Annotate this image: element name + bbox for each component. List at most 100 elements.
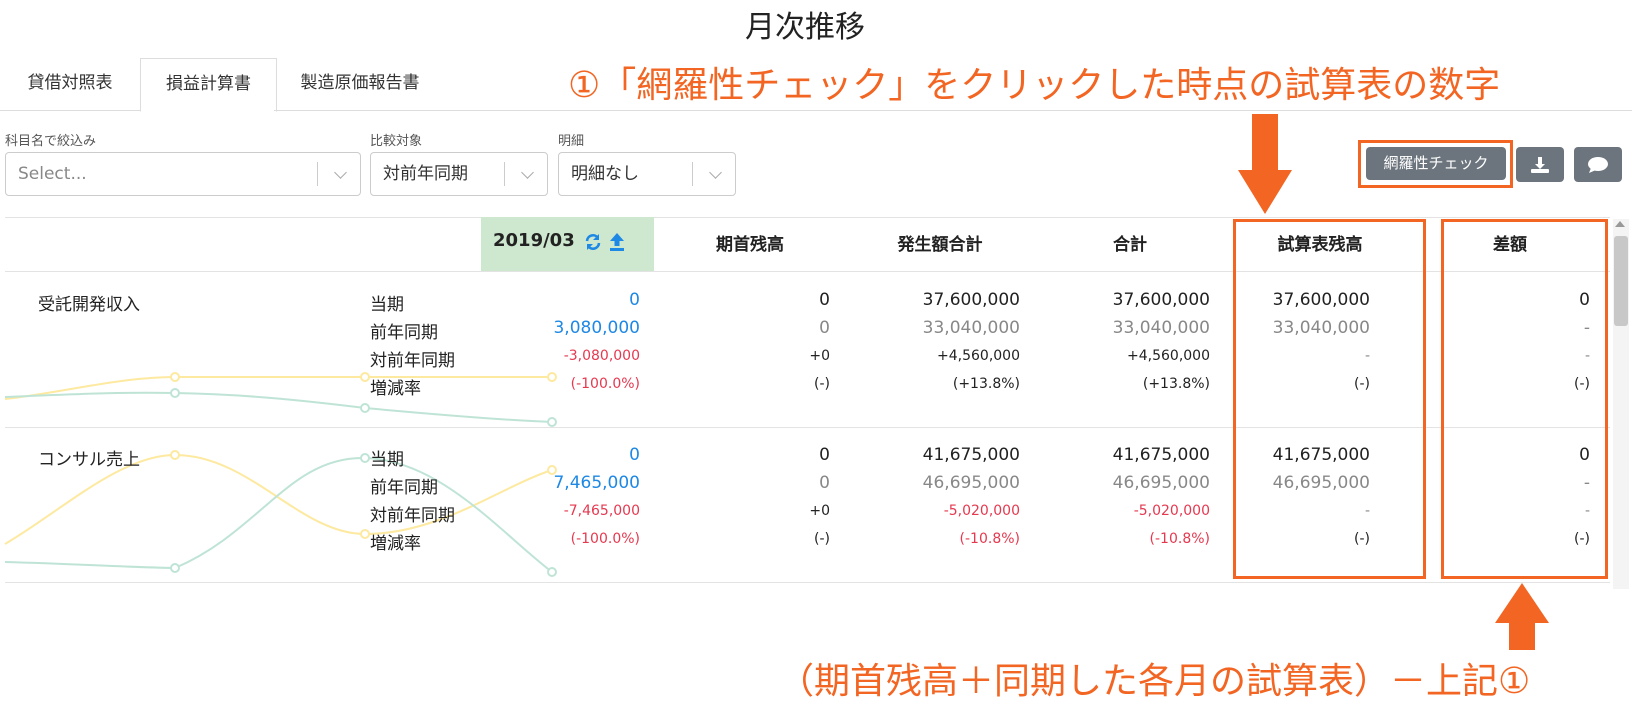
- comparison-filter-label: 比較対象: [370, 134, 423, 149]
- scrollbar-thumb[interactable]: [1614, 236, 1628, 326]
- active-tab-gap: [141, 110, 274, 111]
- check-button-highlight: [1358, 140, 1513, 188]
- tab-income-statement[interactable]: 損益計算書: [140, 58, 277, 112]
- chevron-down-icon: [521, 166, 534, 179]
- cell-date-prior[interactable]: 7,465,000: [553, 473, 640, 493]
- cell-occurrence-rate: (+13.8%): [952, 376, 1020, 392]
- account-name: 受託開発収入: [38, 295, 140, 315]
- cell-opening-diff: +0: [809, 348, 830, 364]
- sync-icon[interactable]: [584, 233, 602, 251]
- column-header-total-occurrences: 発生額合計: [897, 235, 983, 255]
- column-header-trial-balance: 試算表残高: [1277, 235, 1363, 255]
- cell-trial-rate: (-): [1354, 376, 1370, 392]
- sparkline-chart: [4, 372, 557, 577]
- select-separator: [504, 162, 505, 186]
- cell-diff-current: 0: [1579, 290, 1590, 310]
- column-header-difference: 差額: [1493, 235, 1527, 255]
- cell-diff-rate: (-): [1574, 531, 1590, 547]
- cell-opening-prior: 0: [819, 473, 830, 493]
- tab-balance-sheet[interactable]: 貸借対照表: [27, 73, 113, 93]
- row-divider: [5, 427, 1610, 428]
- cell-trial-diff: -: [1364, 503, 1370, 519]
- tab-manufacturing-cost-report[interactable]: 製造原価報告書: [300, 73, 420, 93]
- cell-date-diff: -3,080,000: [563, 348, 640, 364]
- cell-opening-diff: +0: [809, 503, 830, 519]
- cell-total-diff: +4,560,000: [1127, 348, 1210, 364]
- cell-date-prior[interactable]: 3,080,000: [553, 318, 640, 338]
- tabs-divider: [0, 110, 1632, 111]
- cell-opening-rate: (-): [814, 531, 830, 547]
- monthly-trend-heading: 月次推移: [745, 10, 865, 45]
- down-arrow-shaft: [1252, 114, 1278, 172]
- cell-occurrence-diff: +4,560,000: [937, 348, 1020, 364]
- cell-total-rate: (-10.8%): [1149, 531, 1210, 547]
- up-arrow-icon: [1495, 583, 1549, 623]
- difference-column-highlight: [1441, 219, 1608, 579]
- cell-trial-current: 41,675,000: [1272, 445, 1370, 465]
- cell-diff-prior: -: [1583, 473, 1590, 493]
- cell-date-current[interactable]: 0: [629, 445, 640, 465]
- column-header-opening-balance: 期首残高: [716, 235, 784, 255]
- cell-occurrence-prior: 33,040,000: [922, 318, 1020, 338]
- cell-total-prior: 33,040,000: [1112, 318, 1210, 338]
- cell-total-diff: -5,020,000: [1133, 503, 1210, 519]
- detail-select-value: 明細なし: [571, 164, 639, 184]
- cell-total-current: 37,600,000: [1112, 290, 1210, 310]
- row-label-prior-year: 前年同期: [370, 478, 438, 498]
- cell-opening-current: 0: [819, 290, 830, 310]
- subject-filter-placeholder: Select...: [18, 164, 87, 184]
- comment-button[interactable]: [1574, 147, 1622, 182]
- cell-diff-rate: (-): [1574, 376, 1590, 392]
- cell-date-rate: (-100.0%): [570, 531, 640, 547]
- row-label-change-rate: 増減率: [370, 379, 421, 399]
- scroll-up-icon[interactable]: [1615, 221, 1625, 227]
- row-label-change-rate: 増減率: [370, 534, 421, 554]
- up-arrow-shaft: [1509, 622, 1535, 650]
- column-header-total: 合計: [1113, 235, 1147, 255]
- subject-filter-select[interactable]: Select...: [5, 152, 361, 196]
- table-top-border: [5, 217, 1610, 218]
- cell-date-rate: (-100.0%): [570, 376, 640, 392]
- select-separator: [692, 162, 693, 186]
- cell-date-diff: -7,465,000: [563, 503, 640, 519]
- row-label-vs-prior-year: 対前年同期: [370, 506, 455, 526]
- annotation-note-1: ①「網羅性チェック」をクリックした時点の試算表の数字: [568, 65, 1501, 106]
- cell-trial-prior: 33,040,000: [1272, 318, 1370, 338]
- account-name: コンサル売上: [38, 450, 140, 470]
- cell-trial-diff: -: [1364, 348, 1370, 364]
- select-separator: [317, 162, 318, 186]
- cell-trial-rate: (-): [1354, 531, 1370, 547]
- chevron-down-icon: [709, 166, 722, 179]
- completeness-check-button[interactable]: 網羅性チェック: [1366, 147, 1506, 180]
- cell-date-current[interactable]: 0: [629, 290, 640, 310]
- row-label-current: 当期: [370, 295, 404, 315]
- row-label-prior-year: 前年同期: [370, 323, 438, 343]
- cell-diff-diff: -: [1584, 348, 1590, 364]
- comment-icon: [1588, 156, 1608, 173]
- row-label-vs-prior-year: 対前年同期: [370, 351, 455, 371]
- comparison-select[interactable]: 対前年同期: [370, 152, 548, 196]
- header-divider: [5, 271, 1610, 272]
- cell-diff-diff: -: [1584, 503, 1590, 519]
- date-column-label: 2019/03: [493, 230, 575, 251]
- date-column-header: 2019/03: [481, 217, 654, 271]
- annotation-note-2: （期首残高＋同期した各月の試算表）－上記①: [778, 661, 1531, 702]
- cell-occurrence-prior: 46,695,000: [922, 473, 1020, 493]
- cell-trial-prior: 46,695,000: [1272, 473, 1370, 493]
- download-button[interactable]: [1516, 147, 1564, 182]
- chevron-down-icon: [334, 166, 347, 179]
- cell-total-prior: 46,695,000: [1112, 473, 1210, 493]
- cell-occurrence-diff: -5,020,000: [943, 503, 1020, 519]
- comparison-select-value: 対前年同期: [383, 164, 468, 184]
- upload-icon[interactable]: [608, 232, 626, 252]
- detail-select[interactable]: 明細なし: [558, 152, 736, 196]
- cell-total-rate: (+13.8%): [1142, 376, 1210, 392]
- row-label-current: 当期: [370, 450, 404, 470]
- cell-opening-rate: (-): [814, 376, 830, 392]
- download-icon: [1531, 156, 1549, 173]
- cell-occurrence-current: 41,675,000: [922, 445, 1020, 465]
- cell-opening-current: 0: [819, 445, 830, 465]
- trial-balance-column-highlight: [1233, 219, 1426, 579]
- statement-tabs: 貸借対照表 損益計算書 製造原価報告書: [0, 58, 590, 112]
- cell-occurrence-rate: (-10.8%): [959, 531, 1020, 547]
